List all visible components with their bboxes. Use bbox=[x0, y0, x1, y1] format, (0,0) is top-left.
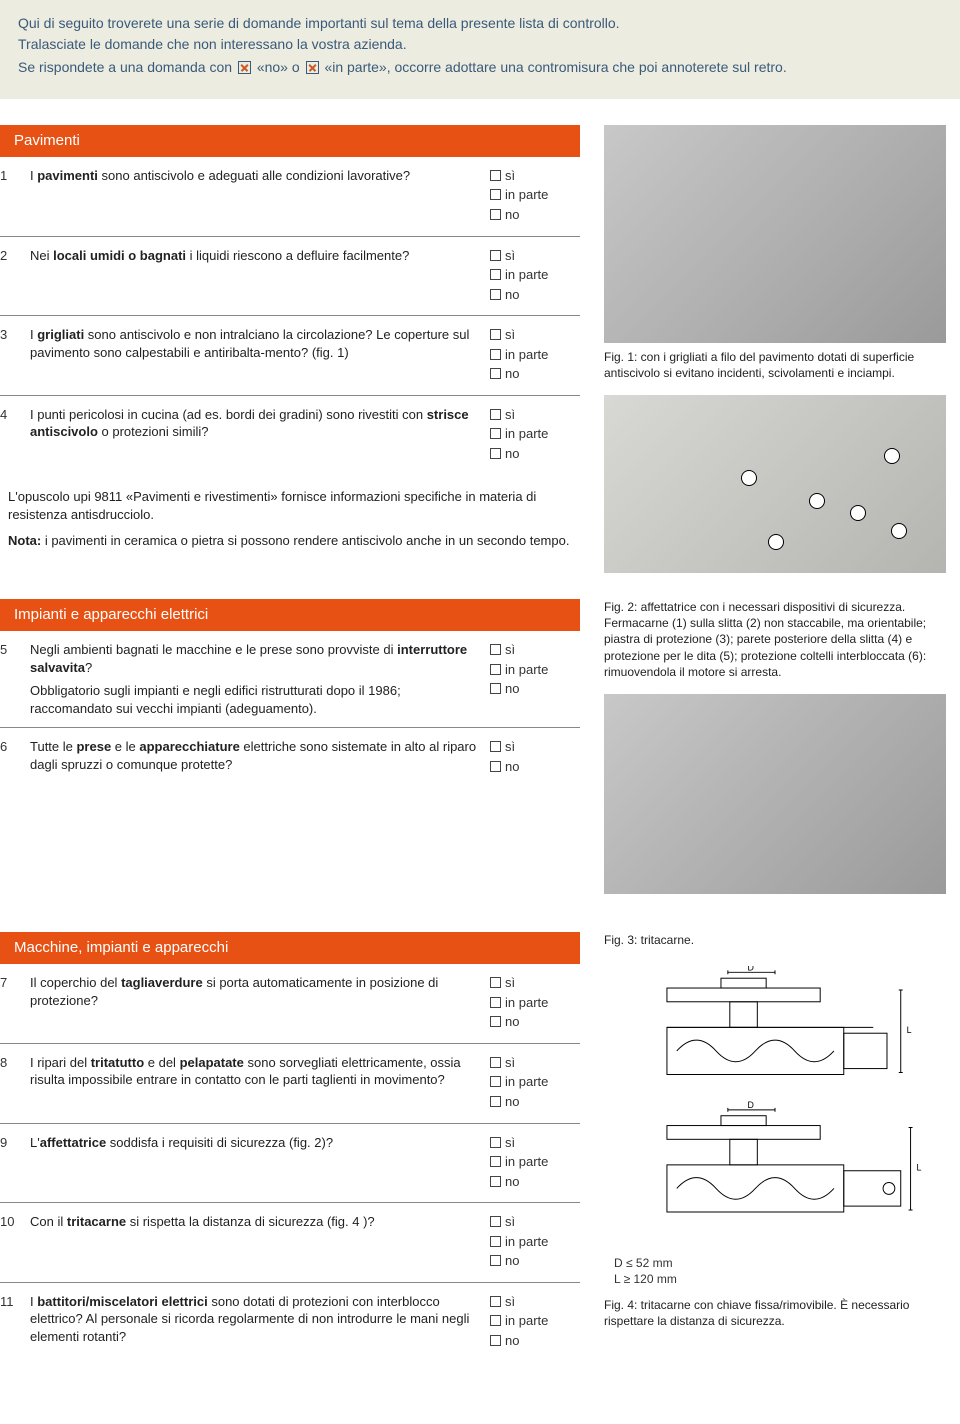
intro-line3: Se rispondete a una domanda con «no» o «… bbox=[18, 58, 942, 77]
table-row: 9 L'affettatrice soddisfa i requisiti di… bbox=[0, 1123, 580, 1203]
table-row: 10 Con il tritacarne si rispetta la dist… bbox=[0, 1203, 580, 1283]
figure-2-caption: Fig. 2: affettatrice con i necessari dis… bbox=[604, 599, 946, 680]
answer-options: sì in parte no bbox=[490, 157, 580, 236]
section-pavimenti-header: Pavimenti bbox=[0, 125, 580, 157]
svg-text:L: L bbox=[916, 1163, 921, 1173]
figure-1-caption: Fig. 1: con i grigliati a filo del pavim… bbox=[604, 349, 946, 381]
pavimenti-note: L'opuscolo upi 9811 «Pavimenti e rivesti… bbox=[0, 474, 580, 567]
pavimenti-table: 1 I pavimenti sono antiscivolo e adeguat… bbox=[0, 157, 580, 475]
figure-3-image bbox=[604, 694, 946, 894]
table-row: 2 Nei locali umidi o bagnati i liquidi r… bbox=[0, 236, 580, 316]
impianti-table: 5 Negli ambienti bagnati le macchine e l… bbox=[0, 631, 580, 787]
table-row: 8 I ripari del tritatutto e del pelapata… bbox=[0, 1043, 580, 1123]
section-impianti-header: Impianti e apparecchi elettrici bbox=[0, 599, 580, 631]
checkbox-icon[interactable] bbox=[490, 209, 501, 220]
svg-text:D: D bbox=[747, 1100, 753, 1110]
figure-badge: 6 bbox=[884, 448, 900, 464]
table-row: 5 Negli ambienti bagnati le macchine e l… bbox=[0, 631, 580, 728]
checkbox-x-icon bbox=[306, 61, 319, 74]
figure-4-dimensions: D ≤ 52 mm L ≥ 120 mm bbox=[614, 1255, 946, 1287]
macchine-table: 7 Il coperchio del tagliaverdure si port… bbox=[0, 964, 580, 1361]
figure-badge: 4 bbox=[768, 534, 784, 550]
figure-3-caption: Fig. 3: tritacarne. bbox=[604, 932, 946, 948]
figure-2-image: 1 2 3 4 5 6 bbox=[604, 395, 946, 573]
intro-line1: Qui di seguito troverete una serie di do… bbox=[18, 14, 942, 33]
table-row: 1 I pavimenti sono antiscivolo e adeguat… bbox=[0, 157, 580, 236]
table-row: 3 I grigliati sono antiscivolo e non int… bbox=[0, 316, 580, 396]
figure-badge: 1 bbox=[850, 505, 866, 521]
table-row: 7 Il coperchio del tagliaverdure si port… bbox=[0, 964, 580, 1043]
table-row: 6 Tutte le prese e le apparecchiature el… bbox=[0, 728, 580, 788]
table-row: 11 I battitori/miscelatori elettrici son… bbox=[0, 1282, 580, 1361]
table-row: 4 I punti pericolosi in cucina (ad es. b… bbox=[0, 395, 580, 474]
intro-line2: Tralasciate le domande che non interessa… bbox=[18, 35, 942, 54]
figure-4-caption: Fig. 4: tritacarne con chiave fissa/rimo… bbox=[604, 1297, 946, 1329]
intro-box: Qui di seguito troverete una serie di do… bbox=[0, 0, 960, 99]
checkbox-icon[interactable] bbox=[490, 189, 501, 200]
figure-badge: 2 bbox=[891, 523, 907, 539]
figure-badge: 5 bbox=[741, 470, 757, 486]
svg-text:D: D bbox=[747, 966, 753, 972]
checkbox-icon[interactable] bbox=[490, 170, 501, 181]
checkbox-x-icon bbox=[238, 61, 251, 74]
figure-4-diagram: D L D L bbox=[604, 962, 946, 1245]
question-text: I pavimenti sono antiscivolo e adeguati … bbox=[30, 157, 490, 236]
figure-1-image bbox=[604, 125, 946, 343]
meat-grinder-diagram-icon: D L D L bbox=[608, 966, 942, 1236]
figure-badge: 3 bbox=[809, 493, 825, 509]
svg-text:L: L bbox=[907, 1025, 912, 1035]
section-macchine-header: Macchine, impianti e apparecchi bbox=[0, 932, 580, 964]
